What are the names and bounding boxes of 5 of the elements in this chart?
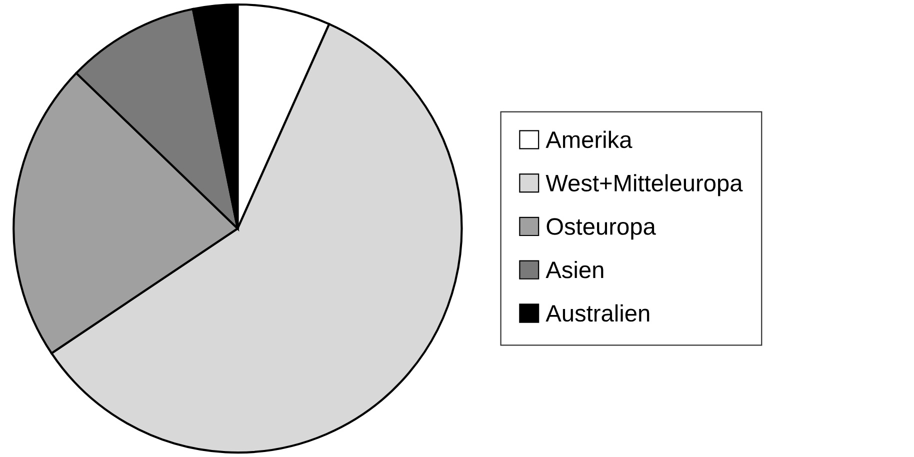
legend-label: Asien xyxy=(546,260,604,278)
legend-label: Australien xyxy=(546,304,650,322)
legend-label: West+Mitteleuropa xyxy=(546,174,743,196)
legend-label: Amerika xyxy=(546,130,632,148)
legend-label: Osteuropa xyxy=(546,218,656,240)
